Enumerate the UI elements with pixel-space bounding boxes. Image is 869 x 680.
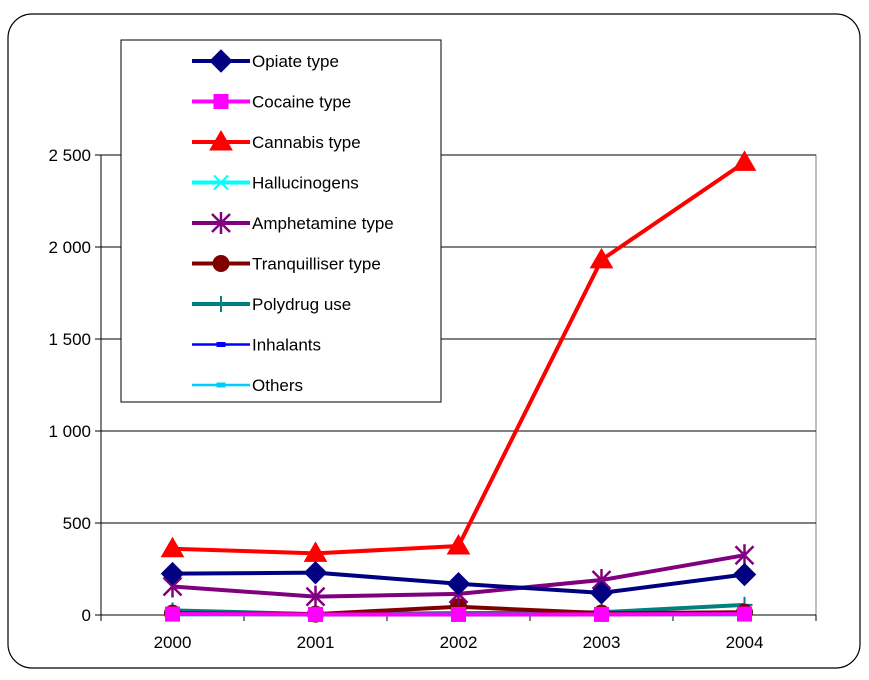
marker-square	[166, 607, 180, 621]
legend: Opiate type Cocaine type Cannabis type Hall…	[121, 40, 441, 402]
marker-dash	[217, 343, 225, 347]
y-tick-label: 2 000	[48, 238, 91, 257]
legend-label: Cocaine type	[252, 93, 351, 112]
y-tick-label: 1 500	[48, 330, 91, 349]
legend-label: Polydrug use	[252, 295, 351, 314]
legend-label: Cannabis type	[252, 133, 361, 152]
y-tick-label: 1 000	[48, 422, 91, 441]
y-tick-label: 2 500	[48, 146, 91, 165]
marker-square	[214, 95, 228, 109]
legend-label: Amphetamine type	[252, 214, 394, 233]
legend-label: Others	[252, 376, 303, 395]
legend-item: Cocaine type	[192, 93, 351, 112]
x-tick-label: 2004	[726, 633, 764, 652]
legend-item: Tranquilliser type	[192, 255, 381, 274]
legend-label: Tranquilliser type	[252, 255, 381, 274]
x-tick-label: 2001	[297, 633, 335, 652]
marker-dash	[217, 383, 225, 387]
marker-square	[595, 607, 609, 621]
legend-label: Opiate type	[252, 52, 339, 71]
marker-square	[738, 607, 752, 621]
marker-square	[452, 607, 466, 621]
x-tick-label: 2003	[583, 633, 621, 652]
x-tick-label: 2000	[154, 633, 192, 652]
marker-circle	[213, 256, 229, 272]
y-tick-label: 500	[63, 514, 91, 533]
legend-label: Hallucinogens	[252, 174, 359, 193]
legend-label: Inhalants	[252, 336, 321, 355]
marker-square	[309, 607, 323, 621]
x-tick-label: 2002	[440, 633, 478, 652]
y-tick-label: 0	[82, 606, 91, 625]
